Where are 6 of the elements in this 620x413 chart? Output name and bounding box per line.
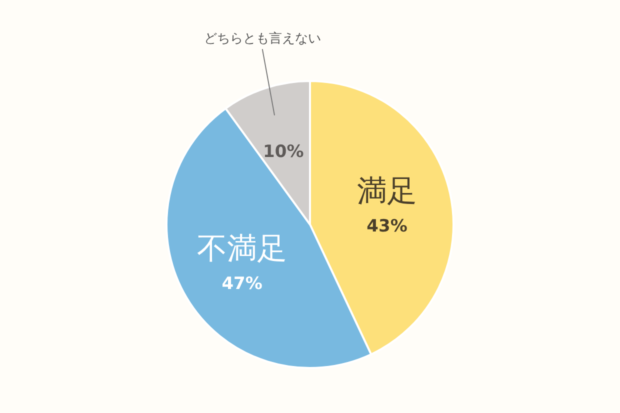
data-label: 43%: [366, 216, 408, 237]
data-label: 10%: [263, 142, 304, 162]
slice-label: 満足: [357, 174, 418, 210]
data-label: 47%: [222, 274, 262, 294]
slice-label: どちらとも言えない: [204, 30, 321, 46]
slice-label: 不満足: [197, 231, 288, 266]
